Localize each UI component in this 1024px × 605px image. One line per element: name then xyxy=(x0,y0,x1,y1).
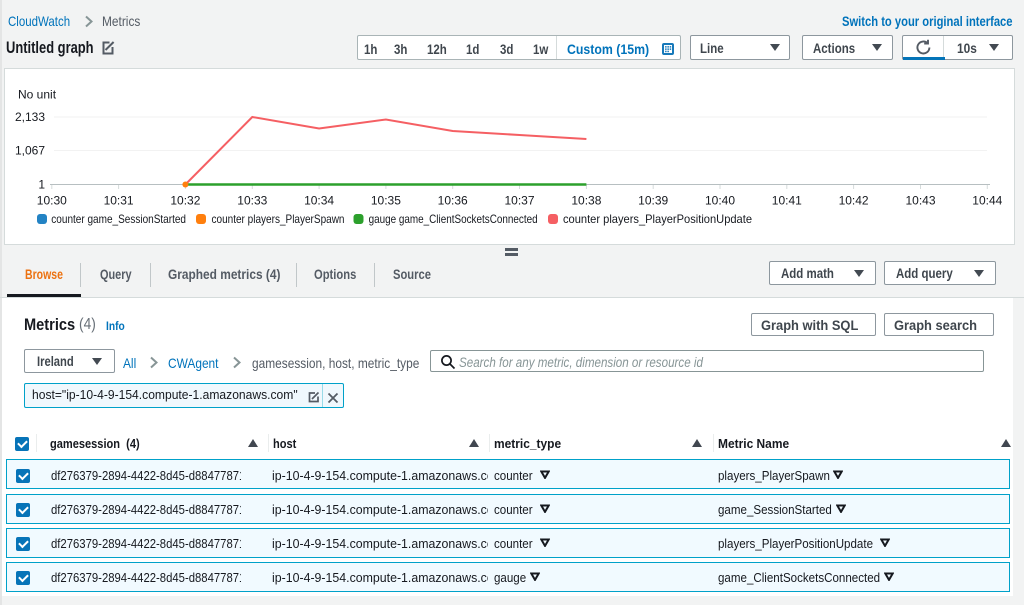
svg-text:10:40: 10:40 xyxy=(705,194,735,208)
svg-text:10:44: 10:44 xyxy=(972,194,1002,208)
svg-text:10:37: 10:37 xyxy=(504,194,534,208)
svg-text:10:34: 10:34 xyxy=(304,194,334,208)
svg-text:10:39: 10:39 xyxy=(638,194,668,208)
svg-text:10:33: 10:33 xyxy=(237,194,267,208)
svg-text:gauge game_ClientSocketsConnec: gauge game_ClientSocketsConnected xyxy=(369,212,538,226)
svg-text:10:41: 10:41 xyxy=(772,194,802,208)
svg-text:counter game_SessionStarted: counter game_SessionStarted xyxy=(51,212,186,226)
svg-text:counter players_PlayerPosition: counter players_PlayerPositionUpdate xyxy=(563,212,752,226)
svg-text:1,067: 1,067 xyxy=(15,144,45,158)
svg-text:10:38: 10:38 xyxy=(571,194,601,208)
svg-text:10:43: 10:43 xyxy=(905,194,935,208)
svg-text:1: 1 xyxy=(38,178,45,192)
svg-text:counter players_PlayerSpawn: counter players_PlayerSpawn xyxy=(212,212,345,226)
svg-text:2,133: 2,133 xyxy=(15,110,45,124)
svg-text:10:31: 10:31 xyxy=(104,194,134,208)
svg-text:No unit: No unit xyxy=(18,88,57,102)
svg-text:10:35: 10:35 xyxy=(371,194,401,208)
svg-text:10:30: 10:30 xyxy=(37,194,67,208)
svg-text:10:36: 10:36 xyxy=(438,194,468,208)
svg-text:10:42: 10:42 xyxy=(839,194,869,208)
svg-text:10:32: 10:32 xyxy=(170,194,200,208)
